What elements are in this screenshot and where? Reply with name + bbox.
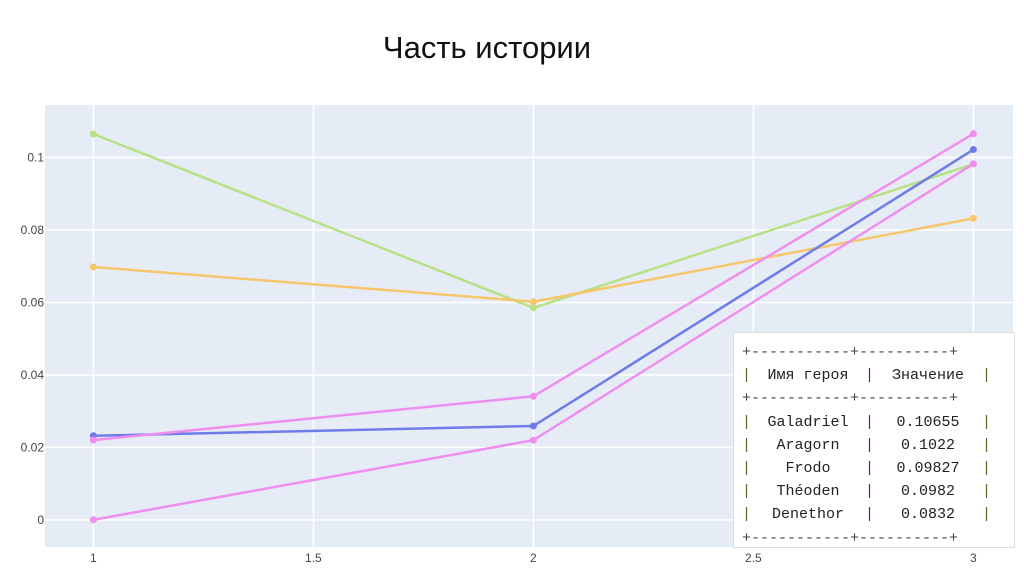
x-tick-label: 2.5 (745, 551, 762, 565)
data-point (969, 130, 977, 138)
x-tick-label: 2 (530, 551, 537, 565)
row-value: 0.0832 (901, 506, 956, 524)
row-hero-name: Frodo (785, 459, 831, 477)
row-hero-name: Théoden (776, 483, 840, 501)
data-point (529, 298, 537, 306)
header-hero-name: Имя героя (767, 367, 849, 385)
data-point (89, 130, 97, 138)
y-tick-label: 0.04 (21, 368, 45, 382)
data-point (969, 214, 977, 222)
table-row: | Denethor | 0.0832 | (742, 503, 1014, 526)
table-row: | Théoden | 0.0982 | (742, 480, 1014, 503)
data-point (529, 436, 537, 444)
table-row: | Galadriel | 0.10655 | (742, 411, 1014, 434)
row-value: 0.0982 (901, 483, 956, 501)
row-value: 0.1022 (901, 436, 956, 454)
row-hero-name: Galadriel (767, 413, 849, 431)
data-points (89, 130, 977, 524)
results-table: +-----------+----------+ | Имя героя | Знач… (733, 332, 1015, 548)
y-tick-label: 0.02 (21, 440, 45, 454)
row-hero-name: Aragorn (776, 436, 840, 454)
slide-title: Часть истории (382, 30, 592, 65)
data-point (89, 263, 97, 271)
y-tick-label: 0 (37, 513, 44, 527)
data-point (969, 146, 977, 154)
table-border-bottom: +-----------+----------+ (742, 529, 959, 547)
x-tick-label: 1.5 (305, 551, 322, 565)
data-point (529, 422, 537, 430)
y-tick-label: 0.1 (27, 151, 44, 165)
row-hero-name: Denethor (772, 506, 845, 524)
header-value: Значение (892, 367, 965, 385)
data-point (89, 516, 97, 524)
table-row: | Frodo | 0.09827 | (742, 457, 1014, 480)
data-point (969, 160, 977, 168)
x-tick-label: 1 (90, 551, 97, 565)
table-header-row: | Имя героя | Значение | (742, 364, 1014, 387)
table-border-top: +-----------+----------+ (742, 344, 959, 361)
y-tick-label: 0.08 (21, 223, 45, 237)
y-axis-ticks: 0 0.02 0.04 0.06 0.08 0.1 (21, 151, 45, 527)
data-point (529, 392, 537, 400)
y-tick-label: 0.06 (21, 295, 45, 309)
data-point (529, 304, 537, 312)
row-value: 0.10655 (896, 413, 960, 431)
table-border-header: +-----------+----------+ (742, 390, 959, 408)
x-tick-label: 3 (970, 551, 977, 565)
table-row: | Aragorn | 0.1022 | (742, 434, 1014, 457)
x-axis-ticks: 1 1.5 2 2.5 3 (90, 551, 977, 565)
data-point (89, 436, 97, 444)
row-value: 0.09827 (896, 459, 960, 477)
